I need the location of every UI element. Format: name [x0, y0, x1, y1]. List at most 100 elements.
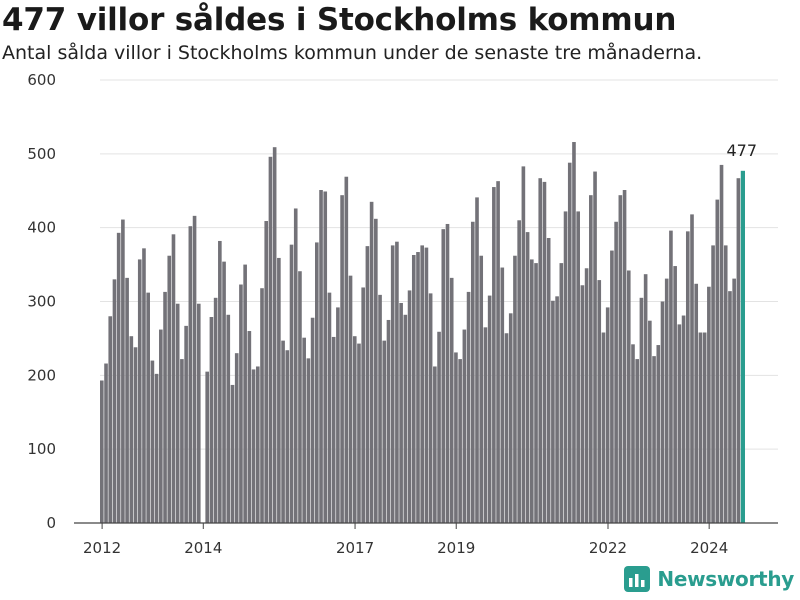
- bar: [348, 275, 353, 523]
- bar: [584, 268, 589, 523]
- bar: [209, 317, 214, 523]
- bar: [470, 221, 475, 523]
- bar: [272, 147, 277, 523]
- bar: [449, 277, 454, 523]
- bar: [530, 259, 534, 523]
- bar: [555, 296, 559, 523]
- bar: [711, 245, 715, 523]
- bar: [462, 329, 467, 523]
- bar: [251, 369, 256, 523]
- bar: [702, 332, 707, 523]
- bar: [652, 356, 656, 523]
- bar: [483, 327, 488, 523]
- bar: [369, 201, 374, 523]
- bar: [336, 307, 340, 523]
- annotations: 477: [727, 141, 758, 160]
- bar: [310, 317, 315, 523]
- bar: [378, 294, 382, 523]
- bar: [525, 232, 530, 523]
- bar: [479, 255, 484, 523]
- bar: [736, 178, 741, 523]
- bar: [534, 263, 538, 523]
- x-tick-label: 2022: [589, 539, 627, 557]
- x-tick-label: 2017: [336, 539, 374, 557]
- bar: [306, 358, 311, 523]
- bar: [466, 291, 471, 523]
- highlight-data-label: 477: [727, 141, 758, 160]
- bar: [707, 286, 711, 523]
- brand-name: Newsworthy: [657, 567, 794, 591]
- bar: [116, 232, 121, 523]
- newsworthy-logo-icon: [624, 566, 651, 592]
- bar: [395, 241, 399, 523]
- bar: [268, 156, 273, 524]
- bar: [639, 297, 644, 523]
- bar: [723, 245, 728, 523]
- bar: [357, 343, 361, 523]
- bar: [403, 314, 408, 523]
- bar: [508, 313, 513, 523]
- bar: [454, 352, 458, 523]
- x-tick-label: 2019: [437, 539, 475, 557]
- bar: [660, 301, 665, 523]
- bar: [205, 371, 210, 523]
- bar: [546, 238, 551, 523]
- bar: [327, 292, 332, 523]
- bar: [361, 287, 365, 523]
- x-axis: 2012 2014 2017 2019 2022 2024: [74, 522, 778, 557]
- bar: [690, 214, 694, 523]
- chart-subtitle: Antal sålda villor i Stockholms kommun u…: [2, 42, 703, 64]
- bar: [234, 353, 239, 523]
- bar: [121, 219, 125, 524]
- bar: [694, 283, 699, 523]
- bar: [677, 324, 682, 523]
- bar: [441, 229, 446, 523]
- bar: [289, 244, 294, 523]
- bar: [146, 292, 150, 523]
- bar: [192, 215, 197, 523]
- bar: [416, 252, 420, 523]
- bar: [580, 285, 585, 523]
- bar: [255, 366, 260, 523]
- x-tick-label: 2014: [184, 539, 222, 557]
- bar: [264, 221, 269, 523]
- bar: [365, 246, 370, 524]
- y-tick-label: 500: [27, 145, 56, 163]
- bar: [656, 345, 661, 523]
- bar: [424, 247, 429, 523]
- bar: [230, 384, 235, 523]
- bar: [567, 162, 572, 523]
- y-tick-label: 100: [27, 440, 56, 458]
- bar: [445, 223, 450, 523]
- bar: [648, 320, 652, 523]
- bar: [559, 263, 564, 523]
- bar: [298, 271, 302, 523]
- bar: [610, 250, 614, 523]
- bar: [551, 300, 555, 523]
- bar: [163, 291, 167, 523]
- bar: [133, 347, 138, 523]
- bar: [685, 231, 690, 524]
- y-tick-label: 300: [27, 293, 56, 311]
- bar: [614, 221, 618, 523]
- bar: [285, 350, 290, 523]
- brand-logo: Newsworthy: [624, 566, 794, 592]
- bar: [521, 166, 526, 523]
- bar: [213, 297, 218, 523]
- bar: [605, 307, 610, 523]
- bar: [260, 288, 264, 523]
- bar: [374, 218, 378, 523]
- bar: [622, 190, 627, 523]
- bar: [475, 197, 479, 523]
- bar: [150, 360, 155, 523]
- bar: [517, 220, 521, 523]
- bar: [669, 230, 673, 523]
- bar: [281, 340, 285, 523]
- bar: [226, 314, 231, 523]
- bar: [142, 248, 146, 523]
- bar: [698, 332, 703, 523]
- bar: [500, 267, 505, 523]
- bar: [171, 234, 176, 523]
- bar: [589, 195, 593, 523]
